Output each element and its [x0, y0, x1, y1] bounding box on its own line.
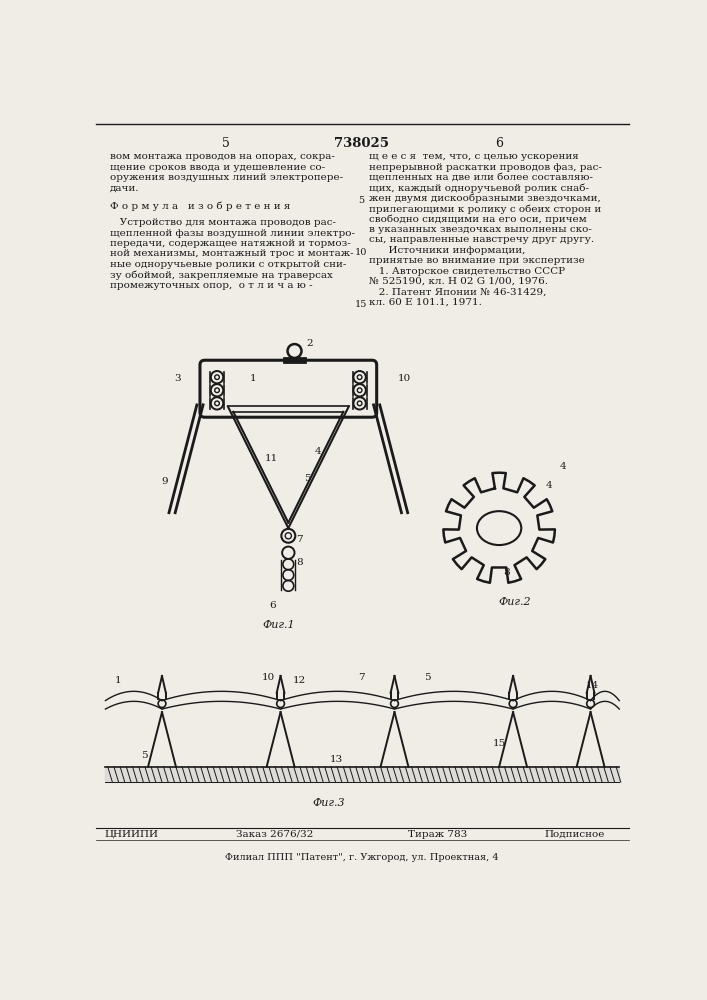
- Text: № 525190, кл. Н 02 G 1/00, 1976.: № 525190, кл. Н 02 G 1/00, 1976.: [369, 277, 548, 286]
- Text: Устройство для монтажа проводов рас-: Устройство для монтажа проводов рас-: [110, 218, 336, 227]
- Text: Подписное: Подписное: [545, 830, 605, 839]
- Text: 14: 14: [585, 681, 599, 690]
- Text: щ е е с я  тем, что, с целью ускорения: щ е е с я тем, что, с целью ускорения: [369, 152, 578, 161]
- Text: 7: 7: [358, 673, 365, 682]
- Text: 1. Авторское свидетельство СССР: 1. Авторское свидетельство СССР: [369, 267, 565, 276]
- Text: щепленной фазы воздушной линии электро-: щепленной фазы воздушной линии электро-: [110, 229, 355, 238]
- Text: принятые во внимание при экспертизе: принятые во внимание при экспертизе: [369, 256, 585, 265]
- Text: Ф о р м у л а   и з о б р е т е н и я: Ф о р м у л а и з о б р е т е н и я: [110, 202, 291, 211]
- Text: передачи, содержащее натяжной и тормоз-: передачи, содержащее натяжной и тормоз-: [110, 239, 351, 248]
- Text: промежуточных опор,  о т л и ч а ю -: промежуточных опор, о т л и ч а ю -: [110, 281, 312, 290]
- Text: 12: 12: [293, 676, 306, 685]
- Text: вом монтажа проводов на опорах, сокра-: вом монтажа проводов на опорах, сокра-: [110, 152, 335, 161]
- Text: Заказ 2676/32: Заказ 2676/32: [235, 830, 313, 839]
- Text: сы, направленные навстречу друг другу.: сы, направленные навстречу друг другу.: [369, 235, 594, 244]
- Text: ЦНИИПИ: ЦНИИПИ: [104, 830, 158, 839]
- Text: 10: 10: [398, 374, 411, 383]
- Text: ные одноручьевые ролики с открытой сни-: ные одноручьевые ролики с открытой сни-: [110, 260, 346, 269]
- Text: 5: 5: [141, 751, 148, 760]
- Text: зу обоймой, закрепляемые на траверсах: зу обоймой, закрепляемые на траверсах: [110, 270, 333, 280]
- Text: 4: 4: [315, 447, 321, 456]
- Text: кл. 60 Е 101.1, 1971.: кл. 60 Е 101.1, 1971.: [369, 298, 481, 307]
- Text: 5: 5: [305, 474, 311, 483]
- Text: Фиг.1: Фиг.1: [263, 620, 296, 631]
- Text: 10: 10: [355, 248, 368, 257]
- Text: Тираж 783: Тираж 783: [407, 830, 467, 839]
- Text: оружения воздушных линий электропере-: оружения воздушных линий электропере-: [110, 173, 343, 182]
- Text: щение сроков ввода и удешевление со-: щение сроков ввода и удешевление со-: [110, 163, 325, 172]
- Text: 6: 6: [495, 137, 503, 150]
- Text: в указанных звездочках выполнены ско-: в указанных звездочках выполнены ско-: [369, 225, 592, 234]
- Text: 8: 8: [296, 558, 303, 567]
- Text: 4: 4: [559, 462, 566, 471]
- Text: непрерывной раскатки проводов фаз, рас-: непрерывной раскатки проводов фаз, рас-: [369, 163, 602, 172]
- Text: 4: 4: [547, 481, 553, 490]
- Text: прилегающими к ролику с обеих сторон и: прилегающими к ролику с обеих сторон и: [369, 204, 601, 214]
- Text: Фиг.2: Фиг.2: [498, 597, 531, 607]
- Text: жен двумя дискообразными звездочками,: жен двумя дискообразными звездочками,: [369, 194, 601, 203]
- Text: 5: 5: [221, 137, 230, 150]
- Text: 2. Патент Японии № 46-31429,: 2. Патент Японии № 46-31429,: [369, 287, 547, 296]
- Text: 3: 3: [174, 374, 181, 383]
- Text: 15: 15: [493, 739, 506, 748]
- Text: щепленных на две или более составляю-: щепленных на две или более составляю-: [369, 173, 593, 182]
- Text: 2: 2: [307, 339, 313, 348]
- Text: Источники информации,: Источники информации,: [369, 246, 525, 255]
- Text: 13: 13: [329, 755, 343, 764]
- Text: дачи.: дачи.: [110, 184, 139, 193]
- Text: 5: 5: [358, 196, 364, 205]
- Text: Филиал ППП "Патент", г. Ужгород, ул. Проектная, 4: Филиал ППП "Патент", г. Ужгород, ул. Про…: [225, 853, 498, 862]
- Text: ной механизмы, монтажный трос и монтаж-: ной механизмы, монтажный трос и монтаж-: [110, 249, 354, 258]
- Text: 5: 5: [424, 673, 431, 682]
- Text: 6: 6: [269, 601, 276, 610]
- Text: щих, каждый одноручьевой ролик снаб-: щих, каждый одноручьевой ролик снаб-: [369, 184, 589, 193]
- Text: 738025: 738025: [334, 137, 390, 150]
- Text: Фиг.3: Фиг.3: [312, 798, 345, 808]
- Text: 1: 1: [115, 676, 121, 685]
- Text: 9: 9: [161, 477, 168, 486]
- Text: 10: 10: [262, 673, 275, 682]
- Text: свободно сидящими на его оси, причем: свободно сидящими на его оси, причем: [369, 215, 587, 224]
- Text: 15: 15: [355, 300, 368, 309]
- Text: 8: 8: [503, 568, 510, 577]
- Text: 11: 11: [264, 454, 278, 463]
- Text: 7: 7: [296, 535, 303, 544]
- Text: 1: 1: [250, 374, 257, 383]
